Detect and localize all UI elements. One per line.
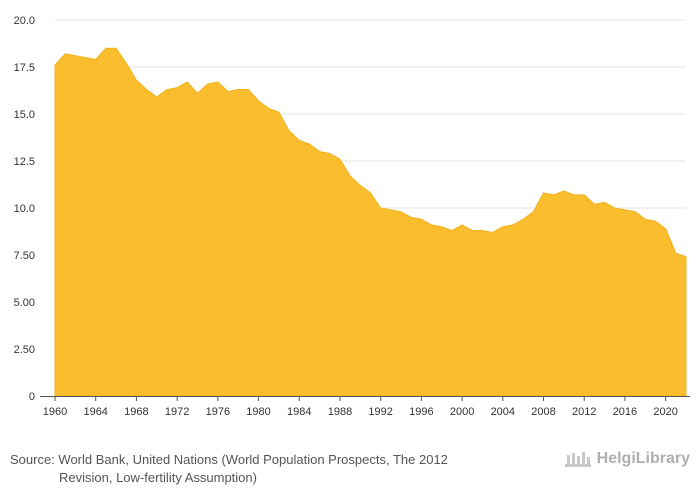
x-tick-label: 1984 [287, 406, 311, 418]
source-note: Source: World Bank, United Nations (Worl… [10, 451, 530, 487]
y-tick-label: 20.0 [14, 15, 35, 27]
library-icon [564, 452, 591, 467]
x-tick-label: 1968 [124, 406, 148, 418]
x-tick-label: 2020 [653, 406, 677, 418]
y-tick-label: 10.0 [14, 203, 35, 215]
area-chart: 1960 1964 1968 1972 1976 1980 1984 1988 1992 1996… [14, 15, 690, 418]
y-tick-label: 5.00 [14, 297, 35, 309]
x-tick-label: 1988 [328, 406, 352, 418]
x-tick-label: 1972 [165, 406, 189, 418]
x-tick-label: 1976 [206, 406, 230, 418]
x-tick-label: 2016 [613, 406, 637, 418]
y-tick-label: 2.50 [14, 344, 35, 356]
x-tick-label: 2008 [531, 406, 555, 418]
y-tick-label: 7.50 [14, 250, 35, 262]
y-tick-label: 15.0 [14, 109, 35, 121]
x-tick-label: 2000 [450, 406, 474, 418]
x-tick-label: 1992 [368, 406, 392, 418]
helgilibrary-logo: HelgiLibrary [563, 450, 690, 468]
x-axis-ticks: 1960 1964 1968 1972 1976 1980 1984 1988 1992 1996… [43, 396, 678, 418]
y-tick-label: 12.5 [14, 156, 35, 168]
source-line-2: Revision, Low-fertility Assumption) [59, 470, 257, 485]
x-tick-label: 1980 [246, 406, 270, 418]
y-axis-labels: 0 2.50 5.00 7.50 10.0 12.5 15.0 17.5 20.0 [14, 15, 35, 403]
y-tick-label: 17.5 [14, 62, 35, 74]
x-tick-label: 2004 [491, 406, 515, 418]
area-series [54, 47, 687, 397]
x-tick-label: 1960 [43, 406, 67, 418]
x-tick-label: 1996 [409, 406, 433, 418]
x-tick-label: 1964 [83, 406, 107, 418]
logo-text: HelgiLibrary [596, 450, 690, 467]
y-tick-label: 0 [29, 391, 35, 403]
source-line-1: Source: World Bank, United Nations (Worl… [10, 452, 448, 467]
x-tick-label: 2012 [572, 406, 596, 418]
